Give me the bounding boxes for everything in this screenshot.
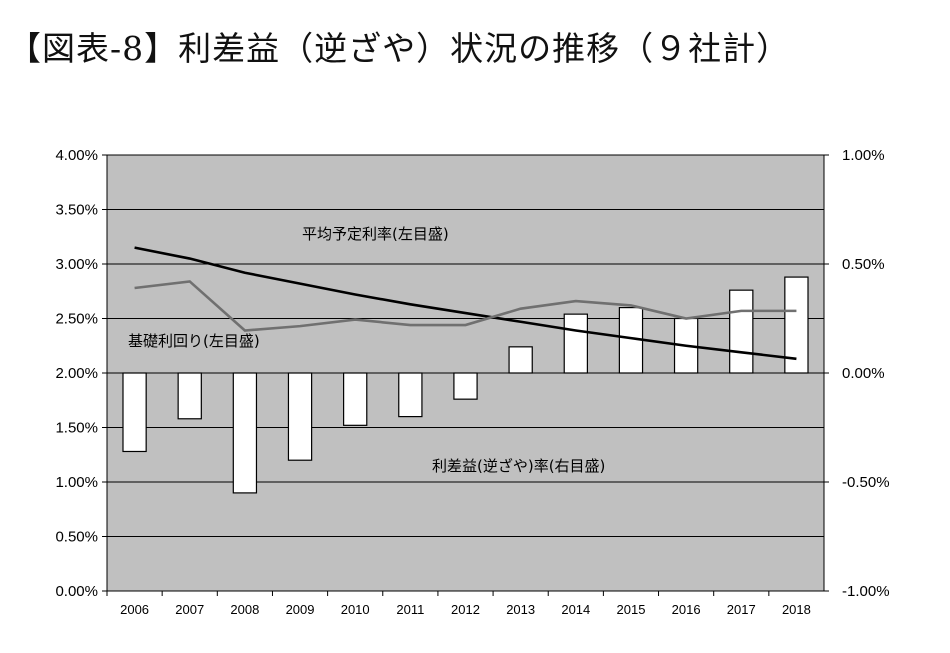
bar-series	[122, 276, 809, 494]
chart-title: 【図表-8】利差益（逆ざや）状況の推移（９社計）	[8, 29, 791, 68]
bar-2007	[177, 372, 202, 420]
x-tick-label: 2015	[617, 602, 646, 617]
line-基礎利回り(左目盛)	[134, 280, 797, 332]
x-tick-label: 2009	[286, 602, 315, 617]
x-tick-label: 2013	[506, 602, 535, 617]
bar-2017	[729, 289, 754, 374]
right-tick-label: 0.50%	[842, 256, 885, 273]
line-series	[134, 246, 797, 361]
bar-2006	[122, 372, 147, 453]
right-tick-label: 1.00%	[842, 147, 885, 164]
x-tick-label: 2017	[727, 602, 756, 617]
x-tick-label: 2016	[672, 602, 701, 617]
right-tick-label: -1.00%	[842, 583, 890, 600]
right-tick-label: 0.00%	[842, 365, 885, 382]
bar-2011	[398, 372, 423, 418]
x-tick-label: 2018	[782, 602, 811, 617]
x-axis: 2006 2007 2008 2009 2010 2011 2012 2013 2014 2015…	[106, 591, 811, 617]
annotation-spread-rate: 利差益(逆ざや)率(右目盛)	[432, 457, 605, 475]
x-tick-label: 2012	[451, 602, 480, 617]
bar-2018	[784, 276, 809, 374]
left-tick-label: 3.00%	[55, 256, 98, 273]
bar-2008	[232, 372, 258, 494]
bar-2010	[343, 372, 368, 426]
left-tick-label: 0.00%	[55, 583, 98, 600]
x-tick-label: 2014	[561, 602, 590, 617]
left-tick-label: 2.50%	[55, 311, 98, 328]
right-axis: -1.00% -0.50% 0.00% 0.50% 1.00%	[824, 147, 890, 600]
x-tick-label: 2008	[230, 602, 259, 617]
left-tick-label: 3.50%	[55, 202, 98, 219]
x-tick-label: 2011	[396, 602, 424, 617]
left-tick-label: 0.50%	[55, 529, 98, 546]
x-tick-label: 2007	[175, 602, 204, 617]
left-tick-label: 2.00%	[55, 365, 98, 382]
left-axis: 0.00% 0.50% 1.00% 1.50% 2.00% 2.50% 3.00% 3.50%…	[55, 147, 107, 600]
x-tick-label: 2006	[120, 602, 149, 617]
bar-2009	[287, 372, 313, 461]
line-平均予定利率(左目盛)	[134, 246, 797, 361]
bar-2014	[563, 313, 588, 374]
gridlines	[107, 209, 824, 537]
annotation-base-yield: 基礎利回り(左目盛)	[128, 332, 260, 350]
right-tick-label: -0.50%	[842, 474, 890, 491]
annotation-planned-rate: 平均予定利率(左目盛)	[302, 225, 449, 243]
left-tick-label: 4.00%	[55, 147, 98, 164]
bar-2012	[453, 372, 478, 400]
left-tick-label: 1.00%	[55, 474, 98, 491]
left-tick-label: 1.50%	[55, 420, 98, 437]
x-tick-label: 2010	[341, 602, 370, 617]
bar-2013	[508, 346, 533, 374]
